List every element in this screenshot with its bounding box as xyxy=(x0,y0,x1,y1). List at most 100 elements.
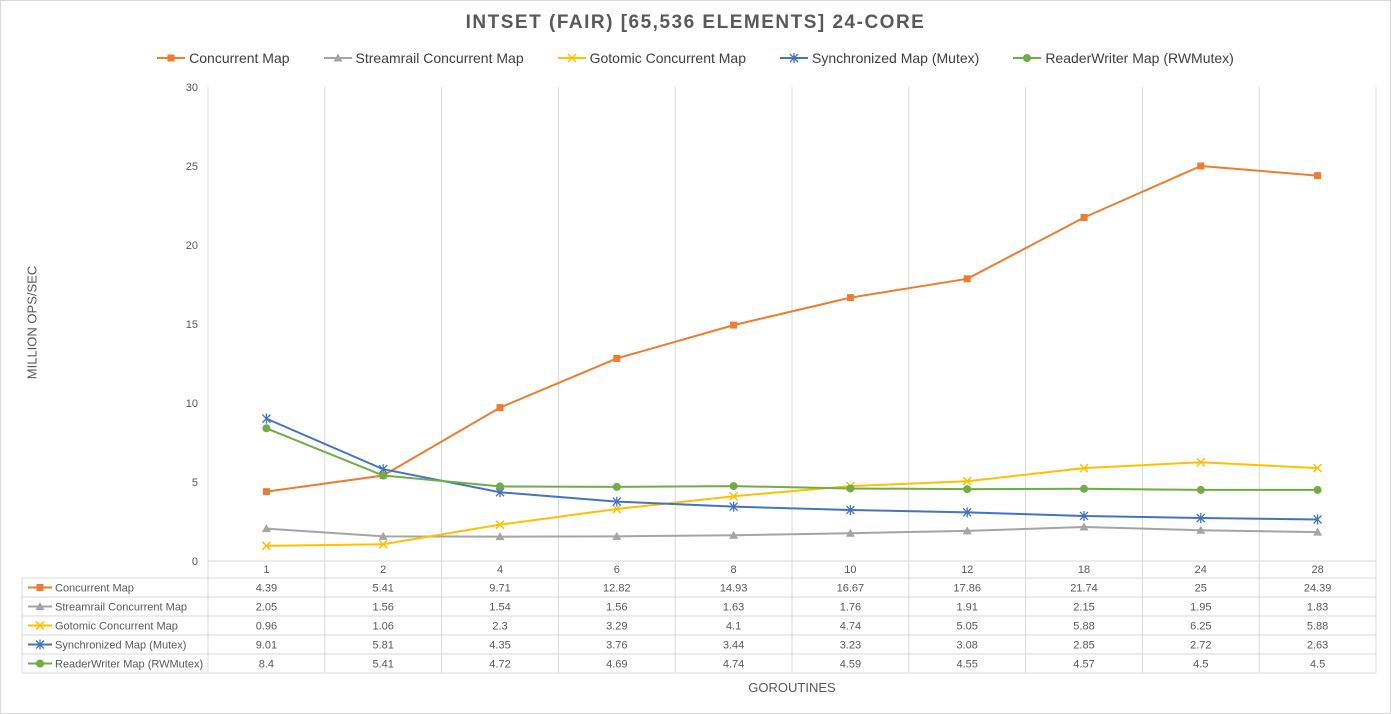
data-point xyxy=(1196,485,1205,494)
data-point xyxy=(495,532,505,541)
table-series-name: Concurrent Map xyxy=(55,583,134,595)
data-label: 1.54 xyxy=(489,602,510,614)
series-line xyxy=(266,526,1318,538)
table-series-name: ReaderWriter Map (RWMutex) xyxy=(55,659,203,671)
series-line xyxy=(266,461,1318,547)
legend-item: Streamrail Concurrent Map xyxy=(323,50,524,66)
legend-marker xyxy=(167,54,175,62)
data-point xyxy=(1079,463,1089,473)
data-point xyxy=(496,482,504,491)
x-tick-label: 6 xyxy=(614,564,620,576)
data-point xyxy=(730,321,738,329)
data-label: 5.81 xyxy=(372,640,393,652)
legend-item: ReaderWriter Map (RWMutex) xyxy=(1013,50,1234,66)
legend-marker xyxy=(789,53,799,63)
data-label: 5.88 xyxy=(1073,621,1094,633)
table-legend-marker xyxy=(36,659,44,668)
series-line xyxy=(266,427,1318,491)
chart-title: INTSET (FAIR) [65,536 ELEMENTS] 24-CORE xyxy=(465,12,926,33)
data-label: 4.5 xyxy=(1310,659,1325,671)
data-point xyxy=(1313,485,1322,494)
legend-label: Streamrail Concurrent Map xyxy=(355,50,524,66)
data-label: 25 xyxy=(1195,583,1207,595)
data-label: 1.06 xyxy=(372,621,393,633)
data-label: 5.41 xyxy=(372,659,393,671)
data-label: 4.35 xyxy=(489,640,510,652)
data-label: 5.05 xyxy=(956,621,977,633)
x-tick-label: 12 xyxy=(961,564,973,576)
data-point xyxy=(496,404,504,412)
data-label: 6.25 xyxy=(1190,621,1211,633)
legend-key-icon xyxy=(1013,54,1042,62)
data-label: 2.72 xyxy=(1190,640,1211,652)
data-point xyxy=(1314,172,1322,180)
data-label: 4.59 xyxy=(840,659,861,671)
x-tick-label: 8 xyxy=(731,564,737,576)
data-point xyxy=(962,476,972,486)
y-tick-label: 20 xyxy=(186,240,198,252)
legend-marker xyxy=(567,53,577,63)
data-point xyxy=(261,413,271,424)
legend-label: Synchronized Map (Mutex) xyxy=(812,50,980,66)
data-point xyxy=(1080,214,1088,222)
x-tick-label: 2 xyxy=(380,564,386,576)
data-label: 4.74 xyxy=(840,621,861,633)
data-point xyxy=(1313,514,1323,525)
data-point xyxy=(846,294,854,302)
data-label: 2.05 xyxy=(256,602,277,614)
y-tick-label: 10 xyxy=(186,398,198,410)
table-series-name: Gotomic Concurrent Map xyxy=(55,621,178,633)
data-point xyxy=(378,531,388,540)
y-tick-label: 15 xyxy=(186,319,198,331)
data-label: 0.96 xyxy=(256,621,277,633)
table-legend-marker xyxy=(35,620,45,631)
data-point xyxy=(1079,522,1089,531)
data-point xyxy=(612,482,621,491)
data-label: 16.67 xyxy=(837,583,865,595)
data-point xyxy=(962,507,972,518)
data-label: 2.15 xyxy=(1073,602,1094,614)
x-tick-label: 18 xyxy=(1078,564,1090,576)
data-point xyxy=(262,488,270,496)
legend-key-icon xyxy=(323,53,352,62)
data-label: 8.4 xyxy=(259,659,274,671)
data-point xyxy=(1080,484,1088,493)
data-label: 14.93 xyxy=(720,583,748,595)
legend-marker xyxy=(1023,54,1032,62)
x-tick-label: 10 xyxy=(844,564,856,576)
data-point xyxy=(612,531,622,540)
data-label: 5.88 xyxy=(1307,621,1328,633)
data-point xyxy=(612,496,622,507)
table-legend-marker xyxy=(35,639,45,650)
legend-item: Gotomic Concurrent Map xyxy=(557,50,747,66)
legend-key-icon xyxy=(780,53,809,63)
series-line xyxy=(266,165,1318,493)
data-label: 4.57 xyxy=(1073,659,1094,671)
data-point xyxy=(729,482,738,491)
data-point xyxy=(261,541,271,551)
data-label: 1.91 xyxy=(956,602,977,614)
table-series-name: Streamrail Concurrent Map xyxy=(55,602,187,614)
data-label: 4.55 xyxy=(956,659,977,671)
data-point xyxy=(729,530,739,539)
data-label: 24.39 xyxy=(1304,583,1332,595)
data-label: 17.86 xyxy=(953,583,981,595)
data-label: 21.74 xyxy=(1070,583,1098,595)
data-label: 12.82 xyxy=(603,583,631,595)
data-label: 3.23 xyxy=(840,640,861,652)
data-label: 4.39 xyxy=(256,583,277,595)
data-label: 2.3 xyxy=(492,621,507,633)
legend-label: Gotomic Concurrent Map xyxy=(589,50,747,66)
data-point xyxy=(1079,510,1089,521)
data-point xyxy=(379,471,388,480)
data-point xyxy=(1196,525,1206,534)
data-label: 4.72 xyxy=(489,659,510,671)
y-tick-label: 30 xyxy=(186,82,198,94)
data-label: 9.01 xyxy=(256,640,277,652)
data-point xyxy=(729,501,739,512)
data-label: 4.5 xyxy=(1193,659,1208,671)
data-point xyxy=(962,526,972,535)
data-label: 3.08 xyxy=(956,640,977,652)
table-legend-marker xyxy=(35,602,45,610)
